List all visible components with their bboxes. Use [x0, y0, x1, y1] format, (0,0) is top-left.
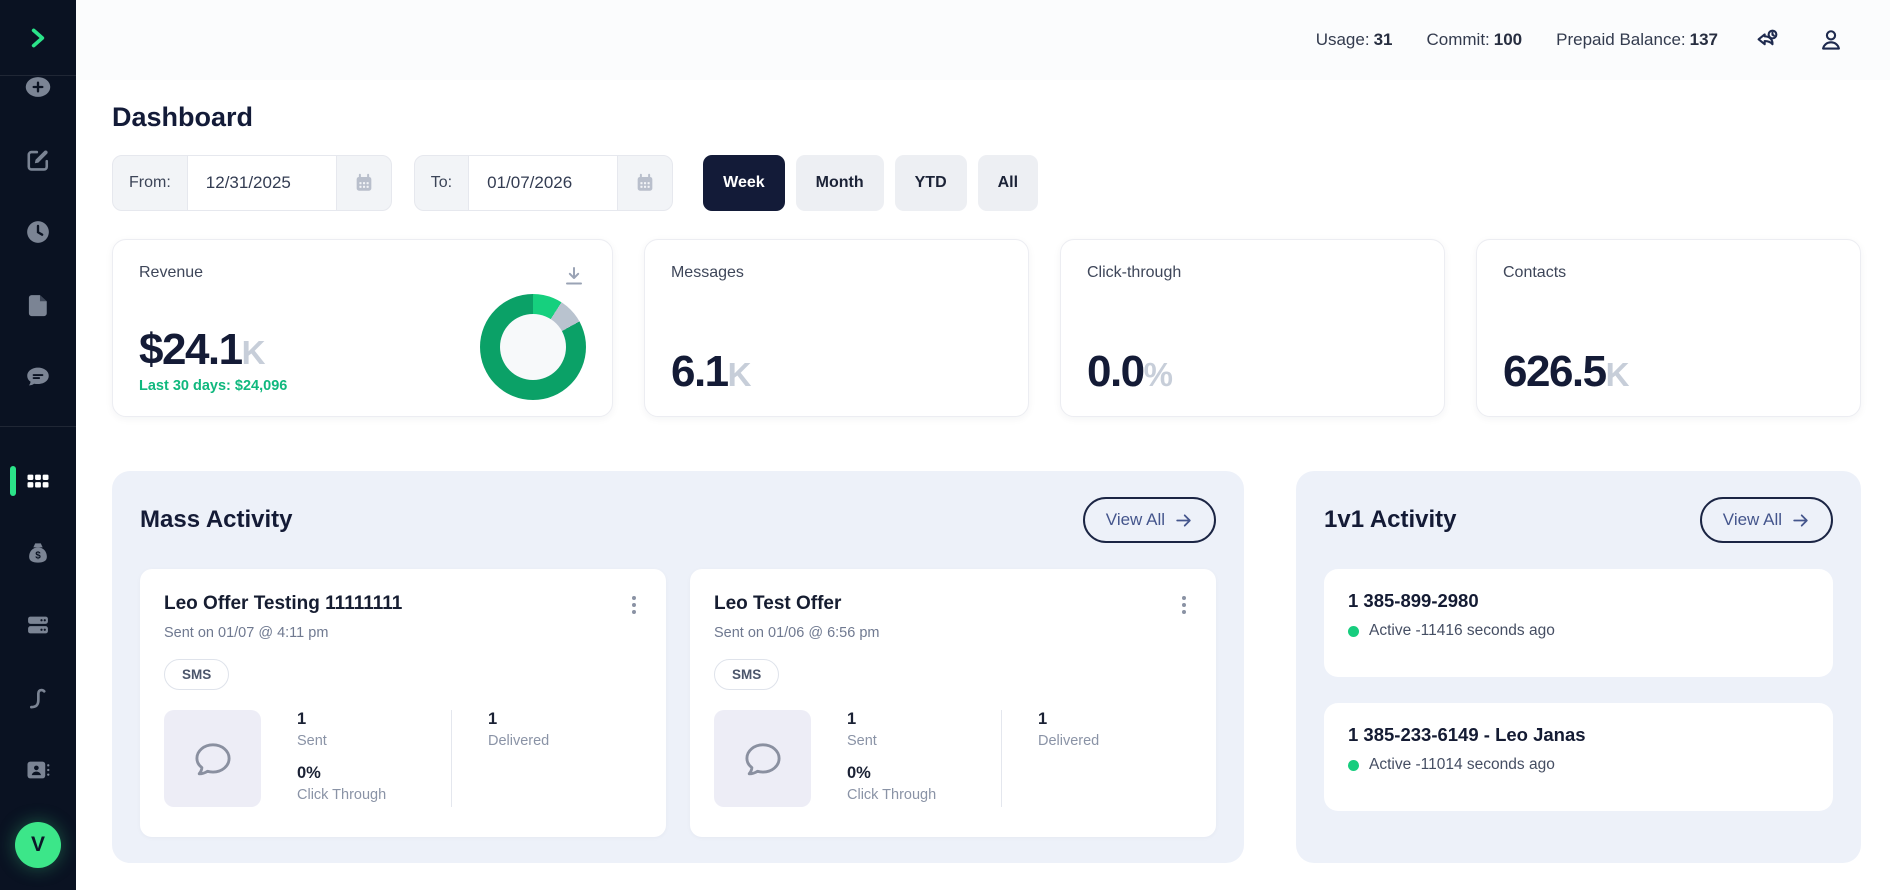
mass-view-all-button[interactable]: View All [1083, 497, 1216, 543]
one-v-one-title: 1v1 Activity [1324, 506, 1457, 534]
from-calendar-icon[interactable] [337, 172, 391, 194]
user-profile-icon[interactable] [1816, 25, 1846, 55]
active-status-dot [1348, 760, 1359, 771]
sms-badge: SMS [164, 659, 229, 690]
revenue-label: Revenue [139, 264, 203, 282]
chevron-right-logo-icon [25, 25, 51, 51]
contacts-label: Contacts [1503, 264, 1566, 282]
from-label: From: [113, 174, 187, 192]
revenue-subtext: Last 30 days: $24,096 [139, 378, 287, 394]
kebab-menu-icon[interactable] [1176, 593, 1192, 617]
active-status-text: Active -11014 seconds ago [1369, 756, 1555, 774]
mass-activity-title: Mass Activity [140, 506, 293, 534]
chat-bubble-icon [24, 363, 52, 391]
click-through-label: Click-through [1087, 264, 1181, 282]
kebab-menu-icon[interactable] [626, 593, 642, 617]
page-title: Dashboard [112, 102, 1861, 133]
compose-icon [24, 146, 52, 174]
range-all-button[interactable]: All [978, 155, 1038, 211]
revenue-value: $24.1K [139, 328, 287, 372]
range-month-button[interactable]: Month [796, 155, 884, 211]
message-thumbnail [164, 710, 261, 807]
mass-activity-section: Mass Activity View All Leo Offer Testing… [112, 471, 1244, 863]
server-stack-icon [24, 611, 52, 639]
sidebar-item-history[interactable] [0, 218, 76, 246]
sidebar-item-messages[interactable] [0, 363, 76, 391]
main-content: Dashboard From: To: [76, 102, 1890, 863]
to-date-input[interactable] [468, 156, 618, 210]
mass-card-stats-col-2: 1Delivered [452, 710, 642, 807]
one-v-one-activity-section: 1v1 Activity View All 1 385-899-2980 Act… [1296, 471, 1861, 863]
stats-row: Revenue $24.1K Last 30 days: $24,096 Mes… [112, 239, 1861, 417]
one-v-one-item-1[interactable]: 1 385-233-6149 - Leo Janas Active -11014… [1324, 703, 1833, 811]
clock-icon [24, 218, 52, 246]
mass-card-stats-col-1: 1Sent 0%Click Through [261, 710, 451, 807]
messages-value: 6.1K [671, 350, 752, 394]
filter-row: From: To: Week Mon [112, 155, 1861, 211]
svg-text:$: $ [35, 551, 41, 562]
messages-label: Messages [671, 264, 744, 282]
contact-number: 1 385-899-2980 [1348, 590, 1809, 612]
messages-card: Messages 6.1K [644, 239, 1029, 417]
mass-card-title: Leo Offer Testing 11111111 [164, 593, 402, 615]
plus-circle-icon [24, 73, 52, 101]
date-from-group: From: [112, 155, 392, 211]
sidebar-divider [0, 426, 76, 427]
active-status-text: Active -11416 seconds ago [1369, 622, 1555, 640]
range-toggle-group: Week Month YTD All [703, 155, 1038, 211]
mass-card-title: Leo Test Offer [714, 593, 841, 615]
grid-dashboard-icon [24, 467, 52, 495]
sidebar-item-compose[interactable] [0, 146, 76, 174]
message-thumbnail [714, 710, 811, 807]
speech-bubble-icon [740, 736, 786, 782]
date-to-group: To: [414, 155, 673, 211]
one-v-one-view-all-button[interactable]: View All [1700, 497, 1833, 543]
document-icon [24, 291, 52, 319]
speech-bubble-icon [190, 736, 236, 782]
contacts-value: 626.5K [1503, 350, 1629, 394]
mass-card-sent-on: Sent on 01/06 @ 6:56 pm [714, 625, 1192, 641]
contacts-card: Contacts 626.5K [1476, 239, 1861, 417]
mass-card-sent-on: Sent on 01/07 @ 4:11 pm [164, 625, 642, 641]
revenue-card: Revenue $24.1K Last 30 days: $24,096 [112, 239, 613, 417]
sidebar-item-new[interactable] [0, 73, 76, 101]
mass-card-stats-col-1: 1Sent 0%Click Through [811, 710, 1001, 807]
range-ytd-button[interactable]: YTD [895, 155, 967, 211]
active-status-dot [1348, 626, 1359, 637]
arrow-right-icon [1174, 511, 1193, 530]
commit-stat: Commit:100 [1426, 30, 1522, 50]
click-through-card: Click-through 0.0% [1060, 239, 1445, 417]
user-avatar[interactable]: V [15, 822, 61, 868]
contact-card-icon [24, 756, 52, 784]
to-label: To: [415, 174, 468, 192]
money-bag-icon: $ [24, 539, 52, 567]
contact-number: 1 385-233-6149 - Leo Janas [1348, 724, 1809, 746]
sidebar: $ V [0, 0, 76, 890]
app-logo[interactable] [0, 0, 76, 76]
mass-card-stats-col-2: 1Delivered [1002, 710, 1192, 807]
flow-curve-icon [24, 684, 52, 712]
from-date-input[interactable] [187, 156, 337, 210]
mass-card-0: Leo Offer Testing 11111111 Sent on 01/07… [140, 569, 666, 837]
sidebar-item-billing[interactable]: $ [0, 539, 76, 567]
sidebar-item-contacts[interactable] [0, 756, 76, 784]
to-calendar-icon[interactable] [618, 172, 672, 194]
revenue-donut-chart [480, 294, 586, 400]
sidebar-item-data[interactable] [0, 611, 76, 639]
sms-badge: SMS [714, 659, 779, 690]
sidebar-item-flows[interactable] [0, 684, 76, 712]
sidebar-item-documents[interactable] [0, 291, 76, 319]
history-icon[interactable] [1752, 25, 1782, 55]
click-through-value: 0.0% [1087, 350, 1173, 394]
arrow-right-icon [1791, 511, 1810, 530]
bottom-row: Mass Activity View All Leo Offer Testing… [112, 471, 1861, 863]
sidebar-item-dashboard[interactable] [0, 467, 76, 495]
mass-card-1: Leo Test Offer Sent on 01/06 @ 6:56 pm S… [690, 569, 1216, 837]
prepaid-balance-stat: Prepaid Balance:137 [1556, 30, 1718, 50]
download-icon[interactable] [562, 264, 586, 288]
topbar: Usage:31 Commit:100 Prepaid Balance:137 [76, 0, 1890, 80]
one-v-one-item-0[interactable]: 1 385-899-2980 Active -11416 seconds ago [1324, 569, 1833, 677]
usage-stat: Usage:31 [1316, 30, 1393, 50]
range-week-button[interactable]: Week [703, 155, 785, 211]
